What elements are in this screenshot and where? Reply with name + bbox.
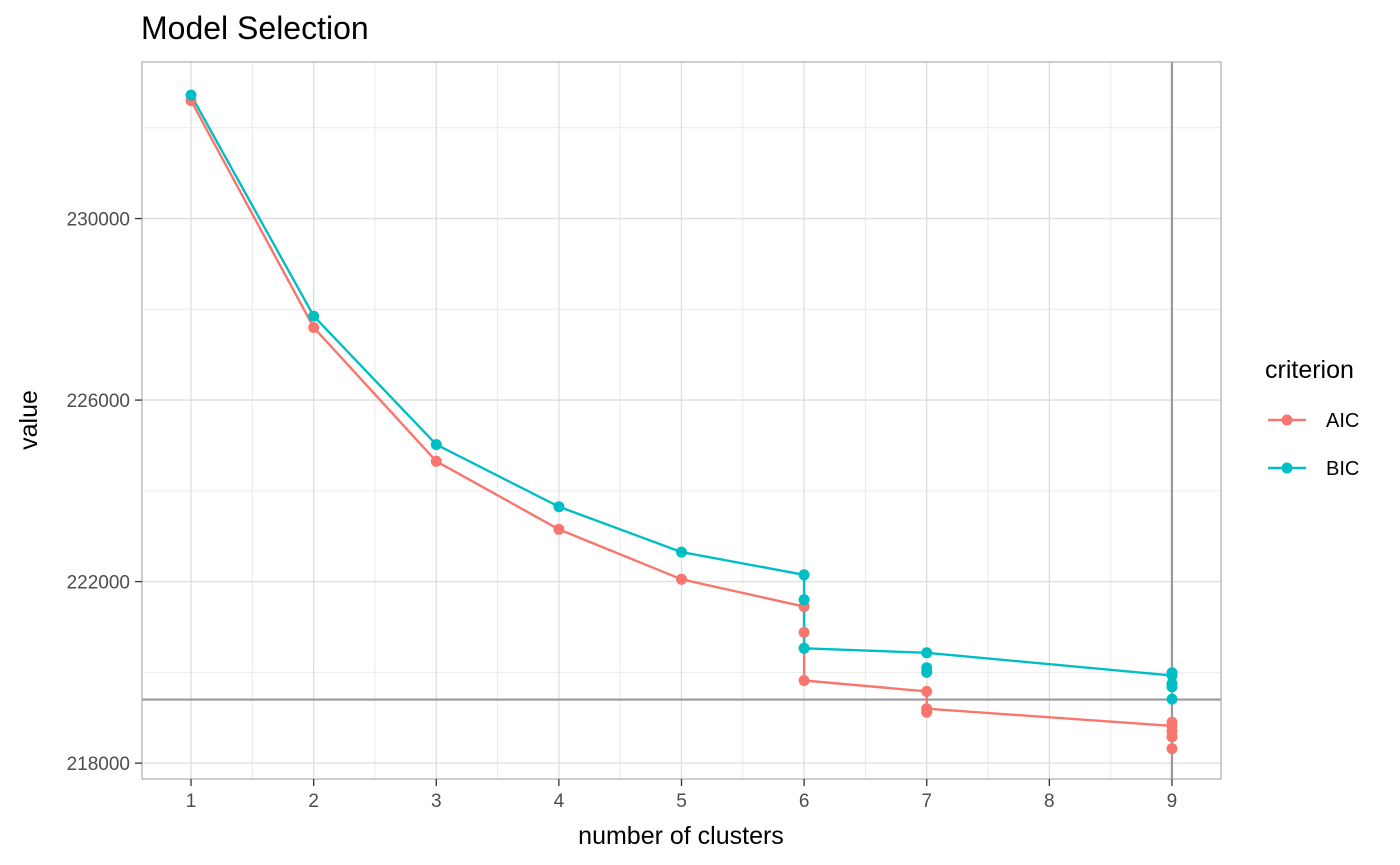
x-tick-label: 4: [554, 791, 565, 812]
bic-point: [676, 546, 687, 558]
x-axis-title: number of clusters: [578, 822, 784, 850]
aic-point: [921, 706, 933, 718]
x-tick-label: 5: [676, 791, 687, 812]
x-tick-label: 7: [921, 791, 932, 812]
aic-point: [1166, 716, 1178, 728]
bic-point: [430, 439, 442, 451]
aic-point: [676, 573, 687, 585]
reference-lines: [142, 62, 1221, 779]
aic-point: [1166, 731, 1178, 743]
legend: criterion AIC BIC: [1265, 356, 1359, 480]
y-tick-label: 230000: [67, 210, 130, 231]
bic-point: [308, 310, 320, 322]
bic-point: [798, 569, 810, 581]
chart-title: Model Selection: [141, 10, 369, 46]
aic-point: [798, 675, 810, 686]
y-tick-label: 226000: [67, 391, 130, 412]
bic-point: [921, 666, 933, 678]
bic-point: [798, 642, 810, 654]
legend-title: criterion: [1265, 356, 1354, 384]
legend-items: AIC BIC: [1268, 410, 1359, 480]
bic-point: [185, 89, 197, 101]
y-tick-label: 222000: [67, 573, 130, 594]
aic-point: [308, 322, 320, 333]
y-axis-ticks: 218000 222000 226000 230000: [67, 210, 142, 775]
bic-point: [1166, 693, 1178, 705]
x-tick-label: 2: [308, 791, 319, 812]
aic-point: [798, 626, 810, 638]
major-gridlines: [142, 62, 1221, 779]
x-tick-label: 6: [799, 791, 810, 812]
aic-point: [921, 685, 933, 697]
bic-point: [1166, 681, 1178, 693]
x-tick-label: 9: [1167, 791, 1178, 812]
x-tick-label: 3: [431, 791, 442, 812]
aic-line: [189, 100, 1173, 728]
aic-point: [553, 523, 565, 535]
aic-point: [1166, 743, 1178, 755]
bic-point: [798, 594, 810, 606]
x-tick-label: 8: [1044, 791, 1055, 812]
bic-point: [921, 647, 933, 659]
legend-marker-aic: [1281, 414, 1293, 426]
bic-point: [553, 501, 565, 513]
y-axis-title: value: [15, 390, 43, 450]
y-tick-label: 218000: [67, 754, 130, 775]
x-tick-label: 1: [186, 791, 197, 812]
series-points: [185, 89, 1178, 755]
bic-point: [1166, 667, 1178, 679]
legend-marker-bic: [1281, 462, 1293, 474]
x-axis-ticks: 1 2 3 4 5 6 7 8 9: [186, 779, 1177, 812]
legend-label-aic: AIC: [1326, 410, 1359, 432]
legend-label-bic: BIC: [1326, 458, 1359, 480]
aic-point: [430, 455, 442, 467]
plot-panel: [141, 61, 1222, 780]
